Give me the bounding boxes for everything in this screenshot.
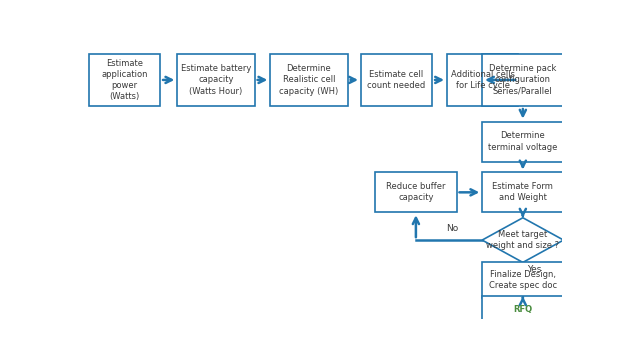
- Text: Reduce buffer
capacity: Reduce buffer capacity: [386, 182, 446, 202]
- Text: Estimate cell
count needed: Estimate cell count needed: [368, 70, 426, 90]
- Text: Determine pack
configuration
Series/Parallel: Determine pack configuration Series/Para…: [489, 64, 557, 96]
- Text: Estimate
application
power
(Watts): Estimate application power (Watts): [101, 59, 148, 101]
- Bar: [482, 262, 563, 298]
- Polygon shape: [482, 218, 563, 262]
- Text: Finalize Design,
Create spec doc: Finalize Design, Create spec doc: [489, 270, 557, 290]
- Bar: [375, 172, 457, 212]
- Text: Determine
terminal voltage: Determine terminal voltage: [488, 131, 557, 151]
- Bar: [270, 54, 348, 106]
- Text: Additional cells
for Life cycle: Additional cells for Life cycle: [451, 70, 515, 90]
- Text: RFQ: RFQ: [514, 305, 532, 314]
- Text: No: No: [446, 224, 459, 233]
- Bar: [482, 296, 563, 323]
- Bar: [89, 54, 160, 106]
- Text: Determine
Realistic cell
capacity (WH): Determine Realistic cell capacity (WH): [280, 64, 339, 96]
- Bar: [482, 54, 563, 106]
- Text: Meet target
weight and size ?: Meet target weight and size ?: [486, 230, 559, 250]
- Bar: [177, 54, 255, 106]
- Text: Estimate Form
and Weight: Estimate Form and Weight: [492, 182, 553, 202]
- Bar: [361, 54, 432, 106]
- Text: Yes: Yes: [527, 265, 541, 274]
- Text: Estimate battery
capacity
(Watts Hour): Estimate battery capacity (Watts Hour): [181, 64, 251, 96]
- Bar: [482, 121, 563, 161]
- Bar: [447, 54, 518, 106]
- Bar: [482, 172, 563, 212]
